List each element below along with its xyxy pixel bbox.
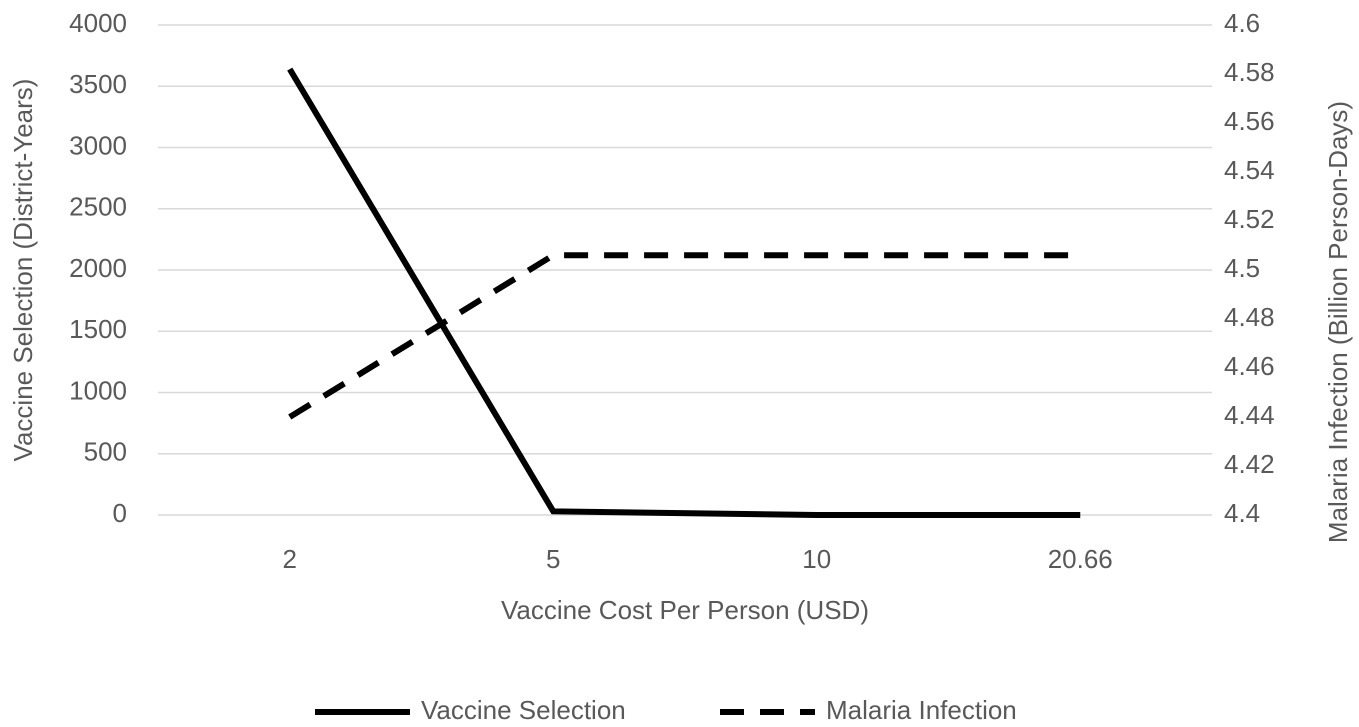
y2-tick-label: 4.4 (1224, 498, 1260, 528)
y-tick-label: 2000 (69, 253, 127, 283)
y2-tick-label: 4.58 (1224, 57, 1275, 87)
series-line (288, 252, 1081, 420)
y2-tick-label: 4.6 (1224, 8, 1260, 38)
series-line (287, 67, 1081, 518)
legend-label: Malaria Infection (826, 695, 1017, 725)
y-tick-label: 4000 (69, 8, 127, 38)
legend-label: Vaccine Selection (421, 695, 626, 725)
y2-tick-label: 4.42 (1224, 449, 1275, 479)
y-tick-label: 3000 (69, 130, 127, 160)
y2-axis-title: Malaria Infection (Billion Person-Days) (1323, 101, 1353, 543)
y2-tick-label: 4.54 (1224, 155, 1275, 185)
y2-tick-label: 4.5 (1224, 253, 1260, 283)
y-tick-label: 0 (113, 498, 127, 528)
y2-tick-label: 4.52 (1224, 204, 1275, 234)
y2-tick-label: 4.46 (1224, 351, 1275, 381)
y2-tick-label: 4.44 (1224, 400, 1275, 430)
x-axis-title: Vaccine Cost Per Person (USD) (501, 595, 869, 625)
x-tick-label: 10 (802, 544, 831, 574)
x-tick-label: 20.66 (1048, 544, 1113, 574)
y-tick-label: 3500 (69, 69, 127, 99)
y-tick-label: 2500 (69, 192, 127, 222)
y-tick-label: 500 (84, 437, 127, 467)
x-tick-label: 5 (546, 544, 560, 574)
y2-tick-label: 4.56 (1224, 106, 1275, 136)
y-axis-title: Vaccine Selection (District-Years) (8, 79, 38, 462)
y2-tick-label: 4.48 (1224, 302, 1275, 332)
y-tick-label: 1000 (69, 375, 127, 405)
x-tick-label: 2 (283, 544, 297, 574)
y-tick-label: 1500 (69, 314, 127, 344)
